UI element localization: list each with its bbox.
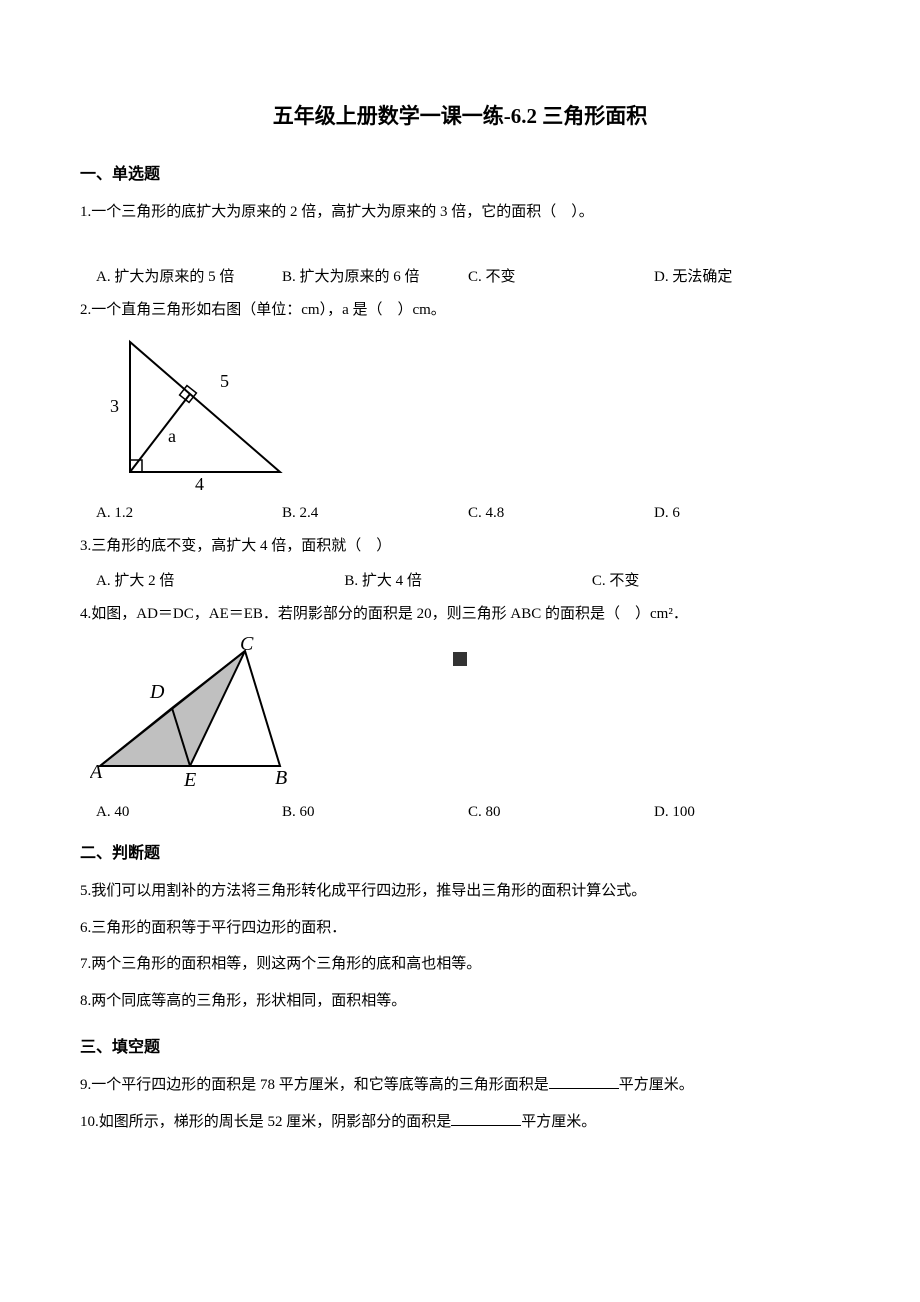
- q9-text-a: 9.一个平行四边形的面积是 78 平方厘米，和它等底等高的三角形面积是: [80, 1077, 549, 1093]
- q3-opt-b: B. 扩大 4 倍: [344, 569, 422, 590]
- q2-opt-a: A. 1.2: [96, 505, 282, 522]
- section-1-header: 一、单选题: [80, 160, 840, 184]
- question-5: 5.我们可以用割补的方法将三角形转化成平行四边形，推导出三角形的面积计算公式。: [80, 877, 840, 906]
- q4-label-A: A: [90, 761, 103, 783]
- q4-opt-a: A. 40: [96, 804, 282, 821]
- q3-opt-a: A. 扩大 2 倍: [96, 569, 174, 590]
- q2-opt-c: C. 4.8: [468, 505, 654, 522]
- q1-opt-a: A. 扩大为原来的 5 倍: [96, 265, 282, 286]
- q10-text-b: 平方厘米。: [521, 1114, 596, 1130]
- section-2-header: 二、判断题: [80, 839, 840, 863]
- question-8: 8.两个同底等高的三角形，形状相同，面积相等。: [80, 987, 840, 1016]
- q4-label-D: D: [149, 681, 165, 703]
- q2-opt-b: B. 2.4: [282, 505, 468, 522]
- q4-opt-b: B. 60: [282, 804, 468, 821]
- question-2: 2.一个直角三角形如右图（单位：cm），a 是（ ）cm。: [80, 296, 840, 325]
- question-2-options: A. 1.2 B. 2.4 C. 4.8 D. 6: [80, 505, 840, 522]
- question-6: 6.三角形的面积等于平行四边形的面积．: [80, 914, 840, 943]
- question-10: 10.如图所示，梯形的周长是 52 厘米，阴影部分的面积是 平方厘米。: [80, 1108, 840, 1137]
- question-4-options: A. 40 B. 60 C. 80 D. 100: [80, 804, 840, 821]
- q4-label-B: B: [275, 767, 287, 789]
- q10-blank[interactable]: [451, 1111, 521, 1126]
- question-9: 9.一个平行四边形的面积是 78 平方厘米，和它等底等高的三角形面积是 平方厘米。: [80, 1071, 840, 1100]
- q4-opt-d: D. 100: [654, 804, 840, 821]
- q9-blank[interactable]: [549, 1074, 619, 1089]
- question-7: 7.两个三角形的面积相等，则这两个三角形的底和高也相等。: [80, 950, 840, 979]
- q2-label-4: 4: [195, 474, 204, 492]
- q1-opt-b: B. 扩大为原来的 6 倍: [282, 265, 468, 286]
- question-3-options: A. 扩大 2 倍 B. 扩大 4 倍 C. 不变: [80, 569, 840, 590]
- q2-label-5: 5: [220, 371, 229, 391]
- q10-text-a: 10.如图所示，梯形的周长是 52 厘米，阴影部分的面积是: [80, 1114, 451, 1130]
- q2-label-a: a: [168, 426, 176, 446]
- q4-label-C: C: [240, 636, 254, 655]
- section-3-header: 三、填空题: [80, 1033, 840, 1057]
- page-center-marker: [453, 652, 467, 666]
- q1-opt-d: D. 无法确定: [654, 265, 840, 286]
- q3-opt-c: C. 不变: [592, 569, 640, 590]
- q2-figure: 3 5 a 4: [90, 332, 840, 497]
- page-title: 五年级上册数学一课一练-6.2 三角形面积: [80, 100, 840, 130]
- q1-opt-c: C. 不变: [468, 265, 654, 286]
- q9-text-b: 平方厘米。: [619, 1077, 694, 1093]
- q4-label-E: E: [183, 769, 196, 791]
- q2-label-3: 3: [110, 396, 119, 416]
- q4-opt-c: C. 80: [468, 804, 654, 821]
- question-1: 1.一个三角形的底扩大为原来的 2 倍，高扩大为原来的 3 倍，它的面积（ ）。: [80, 198, 840, 227]
- question-4: 4.如图，AD＝DC，AE＝EB．若阴影部分的面积是 20，则三角形 ABC 的…: [80, 600, 840, 629]
- q2-opt-d: D. 6: [654, 505, 840, 522]
- question-1-options: A. 扩大为原来的 5 倍 B. 扩大为原来的 6 倍 C. 不变 D. 无法确…: [80, 265, 840, 286]
- question-3: 3.三角形的底不变，高扩大 4 倍，面积就（ ）: [80, 532, 840, 561]
